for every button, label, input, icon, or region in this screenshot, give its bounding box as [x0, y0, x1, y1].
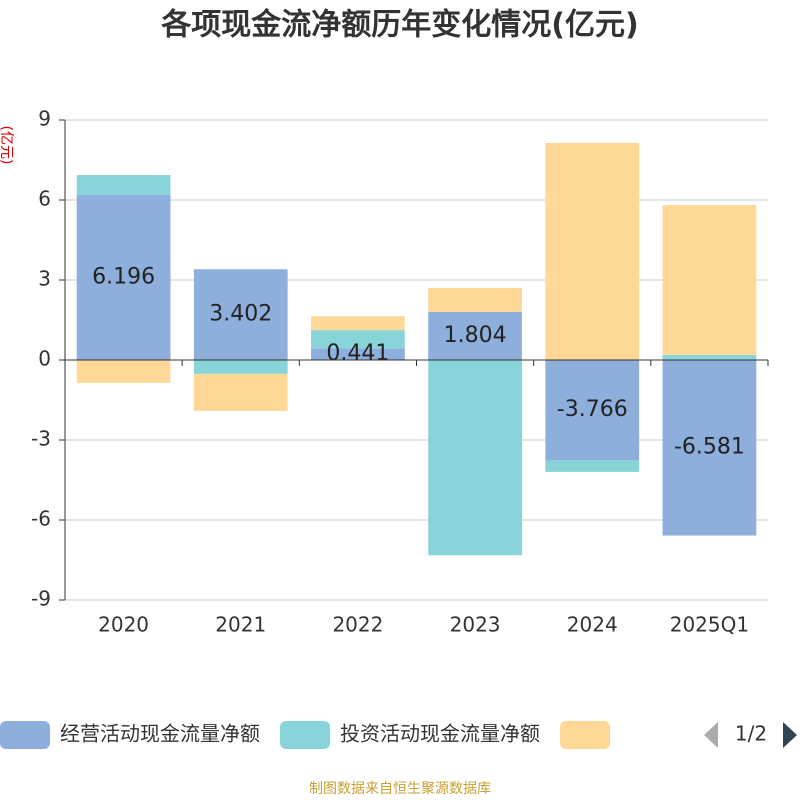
legend-prev[interactable]	[704, 722, 718, 748]
bar	[311, 316, 405, 331]
legend-page: 1/2	[735, 722, 767, 746]
legend-next[interactable]	[783, 722, 797, 748]
chart-title: 各项现金流净额历年变化情况(亿元)	[160, 8, 638, 43]
y-axis-label: (亿元)	[0, 126, 14, 165]
bar	[428, 287, 522, 312]
data-label: -3.766	[557, 397, 628, 422]
bar	[662, 354, 757, 360]
bar	[76, 360, 171, 383]
x-tick-label: 2023	[450, 613, 501, 637]
source: 制图数据来自恒生聚源数据库	[309, 781, 491, 797]
y-tick-label: -6	[31, 507, 51, 531]
bar	[193, 373, 288, 411]
data-label: -6.581	[674, 435, 745, 460]
bar	[428, 360, 522, 556]
bar	[545, 360, 640, 461]
bar	[76, 194, 171, 360]
y-tick-label: -9	[31, 587, 51, 611]
bar	[193, 269, 288, 360]
y-tick-label: -3	[31, 427, 51, 451]
bar	[76, 175, 171, 195]
x-tick-label: 2020	[98, 613, 149, 637]
legend-swatch[interactable]	[280, 721, 330, 749]
x-tick-label: 2022	[332, 613, 383, 637]
x-tick-label: 2025Q1	[670, 613, 749, 637]
legend-label[interactable]: 投资活动现金流量净额	[340, 722, 540, 746]
data-label: 1.804	[444, 323, 507, 348]
y-tick-label: 6	[38, 187, 51, 211]
y-tick-label: 9	[38, 107, 51, 131]
y-tick-label: 0	[38, 347, 51, 371]
legend-swatch[interactable]	[0, 721, 50, 749]
y-tick-label: 3	[38, 267, 51, 291]
bar	[662, 360, 757, 536]
bar	[311, 348, 405, 360]
legend-label[interactable]: 经营活动现金流量净额	[60, 722, 260, 746]
x-tick-label: 2021	[215, 613, 266, 637]
bar	[662, 205, 757, 355]
data-label: 3.402	[209, 302, 272, 327]
x-tick-label: 2024	[567, 613, 618, 637]
legend-swatch[interactable]	[560, 721, 610, 749]
bar	[311, 330, 405, 349]
bar	[193, 360, 288, 374]
data-label: 0.441	[326, 341, 389, 366]
bar	[545, 460, 640, 472]
data-label: 6.196	[92, 264, 155, 289]
bar	[428, 311, 522, 360]
bar	[545, 142, 640, 360]
